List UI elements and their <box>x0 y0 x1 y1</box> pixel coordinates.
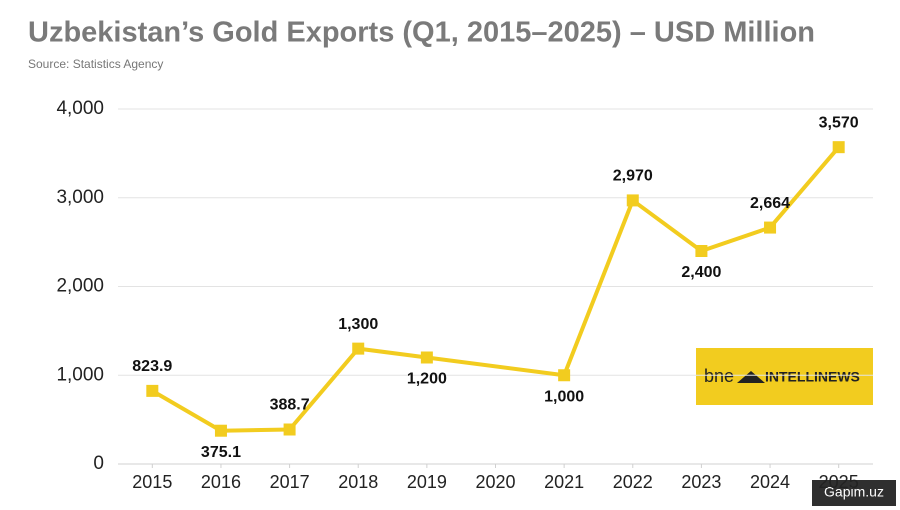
marker <box>146 384 159 397</box>
marker <box>283 423 296 436</box>
x-tick-label: 2015 <box>132 472 172 492</box>
x-tick-label: 2018 <box>338 472 378 492</box>
marker <box>420 351 433 364</box>
marker <box>214 424 227 437</box>
value-label: 1,300 <box>338 316 378 333</box>
value-label: 2,970 <box>613 168 653 185</box>
marker <box>352 342 365 355</box>
logo-box <box>696 348 873 405</box>
logo-name: INTELLINEWS <box>765 369 860 385</box>
x-tick-label: 2023 <box>681 472 721 492</box>
y-tick-label: 0 <box>93 453 104 474</box>
y-tick-label: 2,000 <box>56 276 104 297</box>
value-label: 823.9 <box>132 358 172 375</box>
marker <box>626 194 639 207</box>
x-tick-label: 2021 <box>544 472 584 492</box>
value-label: 375.1 <box>201 444 241 461</box>
value-label: 2,400 <box>681 264 721 281</box>
y-tick-label: 3,000 <box>56 187 104 208</box>
x-tick-label: 2020 <box>475 472 515 492</box>
x-tick-label: 2016 <box>201 472 241 492</box>
x-tick-label: 2019 <box>407 472 447 492</box>
x-tick-label: 2025 <box>819 472 859 492</box>
watermark-box <box>812 480 896 506</box>
marker <box>764 221 777 234</box>
chart-subtitle: Source: Statistics Agency <box>28 57 163 71</box>
chart-title: Uzbekistan’s Gold Exports (Q1, 2015–2025… <box>28 17 815 49</box>
data-line <box>151 145 841 433</box>
marker <box>695 245 708 257</box>
x-tick-label: 2022 <box>613 472 653 492</box>
value-label: 1,000 <box>544 388 584 405</box>
logo-icon <box>737 371 765 383</box>
x-tick-label: 2017 <box>270 472 310 492</box>
marker <box>832 141 845 154</box>
value-label: 388.7 <box>270 397 310 414</box>
value-label: 1,200 <box>407 371 447 388</box>
watermark: Gapim.uz <box>824 484 884 500</box>
y-tick-label: 1,000 <box>56 364 104 385</box>
value-label: 3,570 <box>819 114 859 131</box>
value-label: 2,664 <box>750 195 790 212</box>
x-tick-label: 2024 <box>750 472 790 492</box>
y-tick-label: 4,000 <box>56 98 104 119</box>
marker <box>558 369 571 382</box>
